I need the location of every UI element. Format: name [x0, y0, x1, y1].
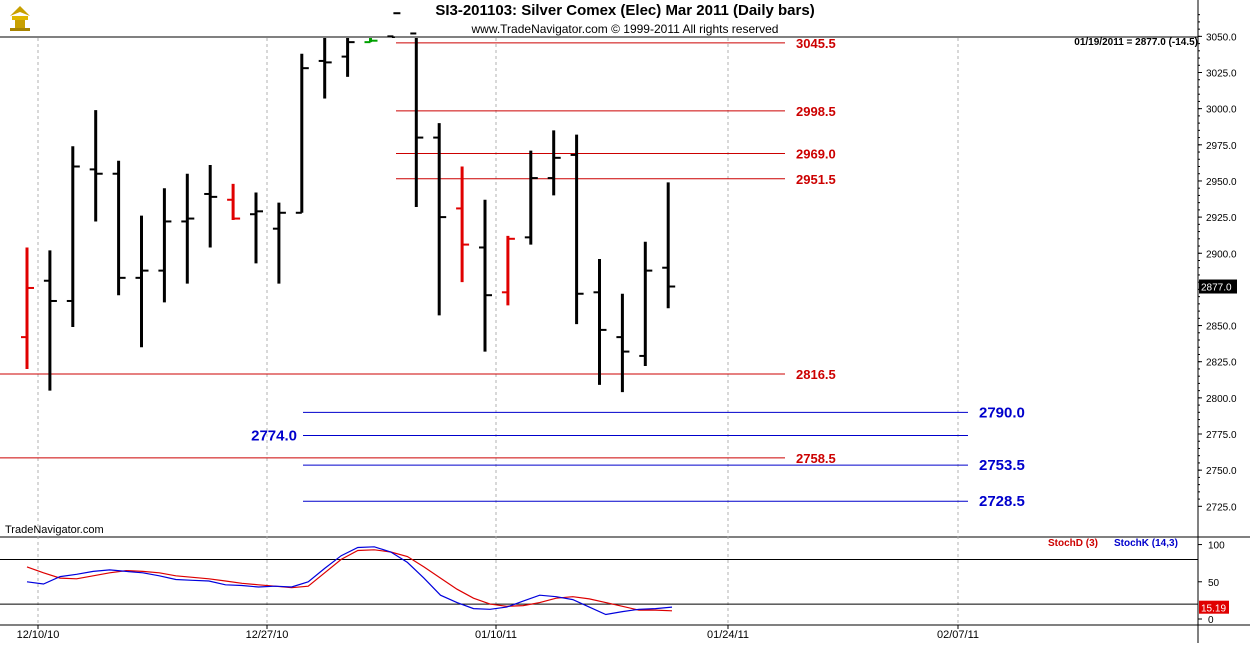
y-tick-label: 2800.0 — [1206, 394, 1237, 405]
stoch-value-marker — [1199, 600, 1229, 614]
axis-layer: 12/10/10 12/27/10 01/10/11 01/24/11 02/07/11… — [17, 14, 1237, 641]
chart-title: SI3-201103: Silver Comex (Elec) Mar 2011… — [435, 2, 815, 19]
y-tick-label: 3000.0 — [1206, 105, 1237, 116]
y-tick-label: 3050.0 — [1206, 32, 1237, 43]
y-tick-label: 2750.0 — [1206, 466, 1237, 477]
current-price-label: 2877.0 — [1201, 283, 1232, 294]
y-tick-label: 3025.0 — [1206, 69, 1237, 80]
stoch-value-label: 15.19 — [1201, 604, 1226, 615]
stochastic-panel — [0, 546, 1198, 616]
y-tick-label: 2900.0 — [1206, 249, 1237, 260]
level-label: 2728.5 — [979, 493, 1025, 510]
level-label: 2790.0 — [979, 404, 1025, 421]
level-label: 2753.5 — [979, 457, 1025, 474]
x-tick-label: 12/27/10 — [246, 629, 289, 641]
level-label: 2816.5 — [796, 367, 836, 382]
level-label: 2774.0 — [251, 427, 297, 444]
level-label: 2969.0 — [796, 146, 836, 161]
y-tick-label: 2850.0 — [1206, 322, 1237, 333]
watermark: TradeNavigator.com — [5, 524, 104, 536]
level-layer: 3045.5 2998.5 2969.0 2951.5 2816.5 2758.5 2790… — [0, 36, 1025, 510]
x-tick-label: 12/10/10 — [17, 629, 60, 641]
y-tick-label: 2975.0 — [1206, 141, 1237, 152]
last-value-readout: 01/19/2011 = 2877.0 (-14.5) — [1074, 37, 1198, 48]
stoch-tick-label: 0 — [1208, 615, 1214, 626]
current-price-marker — [1199, 279, 1237, 294]
stoch-tick-label: 50 — [1208, 578, 1220, 589]
y-tick-label: 2725.0 — [1206, 502, 1237, 513]
y-tick-label: 2925.0 — [1206, 213, 1237, 224]
x-tick-label: 01/10/11 — [475, 629, 517, 641]
stochk-line — [26, 546, 673, 616]
trade-navigator-logo-icon — [10, 6, 30, 31]
y-tick-label: 2825.0 — [1206, 358, 1237, 369]
level-label: 2758.5 — [796, 451, 836, 466]
level-label: 2951.5 — [796, 172, 836, 187]
stoch-tick-label: 100 — [1208, 541, 1225, 552]
level-label: 3045.5 — [796, 36, 836, 51]
stochd-line — [26, 549, 673, 612]
y-tick-label: 2775.0 — [1206, 430, 1237, 441]
legend-stochd: StochD (3) — [1048, 538, 1098, 549]
legend-stochk: StochK (14,3) — [1114, 538, 1178, 549]
x-tick-label: 01/24/11 — [707, 629, 749, 641]
price-bars — [21, 12, 676, 393]
y-tick-label: 2950.0 — [1206, 177, 1237, 188]
copyright-line: www.TradeNavigator.com © 1999-2011 All r… — [471, 22, 779, 36]
x-tick-label: 02/07/11 — [937, 629, 979, 641]
level-label: 2998.5 — [796, 104, 836, 119]
